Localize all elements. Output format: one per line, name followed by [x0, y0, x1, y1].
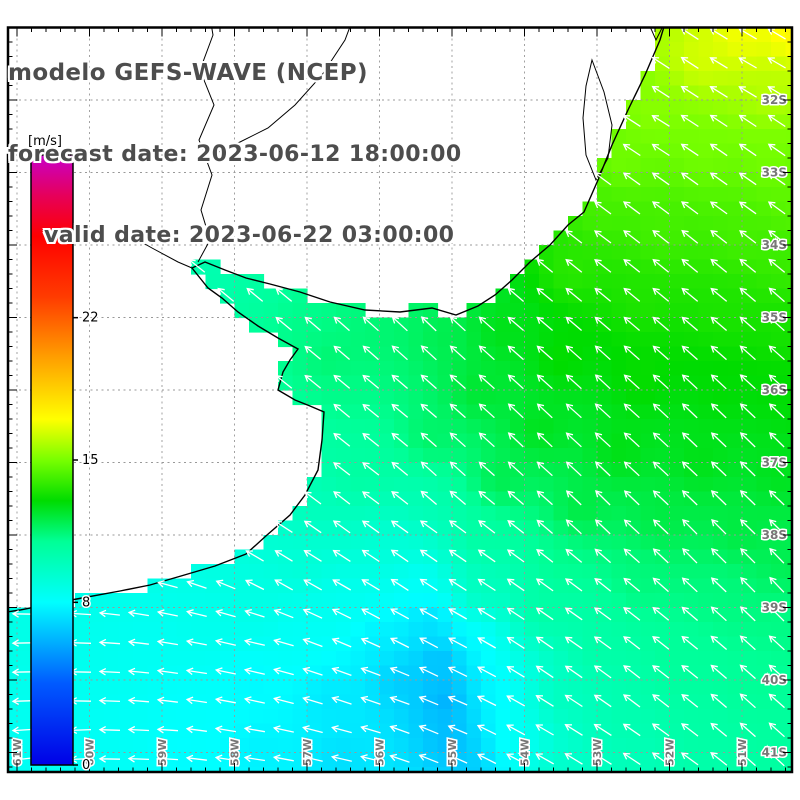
lat-label: 35S — [762, 311, 787, 325]
axis-frame — [6, 26, 794, 774]
colorbar: [m/s] 30 22 15 8 0 — [27, 133, 101, 775]
lon-label: 60W — [84, 739, 97, 766]
lat-label: 41S — [762, 746, 787, 760]
lat-label: 40S — [762, 673, 787, 687]
lat-label: 39S — [762, 601, 787, 615]
colorbar-tick-label: 0 — [82, 758, 90, 773]
lon-label: 51W — [736, 739, 749, 766]
grid-lines — [8, 27, 792, 772]
wind-arrows — [11, 27, 786, 767]
lon-label: 58W — [229, 739, 242, 766]
lon-label: 55W — [446, 739, 459, 766]
lat-label: 32S — [762, 93, 787, 107]
lat-label: 36S — [762, 383, 787, 397]
lat-label: 34S — [762, 238, 787, 252]
colorbar-gradient — [30, 154, 74, 766]
river-line — [119, 229, 193, 269]
longitude-labels: 61W 60W 59W 58W 57W 56W 55W 54W 53W 52W 51W — [10, 737, 751, 767]
lon-label: 53W — [591, 739, 604, 766]
lat-label: 37S — [762, 456, 787, 470]
colorbar-unit-label: [m/s] — [28, 134, 62, 149]
map-title-block: modelo GEFS-WAVE (NCEP) forecast date: 2… — [8, 6, 462, 303]
lon-label: 56W — [374, 739, 387, 766]
river-line — [213, 27, 351, 155]
colorbar-tick-label: 22 — [82, 311, 99, 326]
lon-label: 59W — [156, 739, 169, 766]
river-line — [197, 27, 215, 263]
model-title: modelo GEFS-WAVE (NCEP) — [8, 60, 368, 86]
colorbar-tick-label: 8 — [82, 595, 90, 610]
latitude-labels: 32S 33S 34S 35S 36S 37S 38S 39S 40S 41S — [760, 92, 788, 762]
lon-label: 61W — [11, 739, 24, 766]
colorbar-tick-label: 15 — [82, 453, 99, 468]
lon-label: 52W — [664, 739, 677, 766]
forecast-date-line: forecast date: 2023-06-12 18:00:00 — [8, 142, 462, 167]
lon-label: 54W — [519, 739, 532, 766]
valid-date-line: valid date: 2023-06-22 03:00:00 — [44, 223, 455, 248]
lat-label: 38S — [762, 528, 787, 542]
colorbar-tick-label: 30 — [82, 148, 99, 163]
lat-label: 33S — [762, 166, 787, 180]
coastline — [8, 27, 665, 613]
lon-label: 57W — [301, 739, 314, 766]
lagoon-outline — [582, 58, 613, 182]
